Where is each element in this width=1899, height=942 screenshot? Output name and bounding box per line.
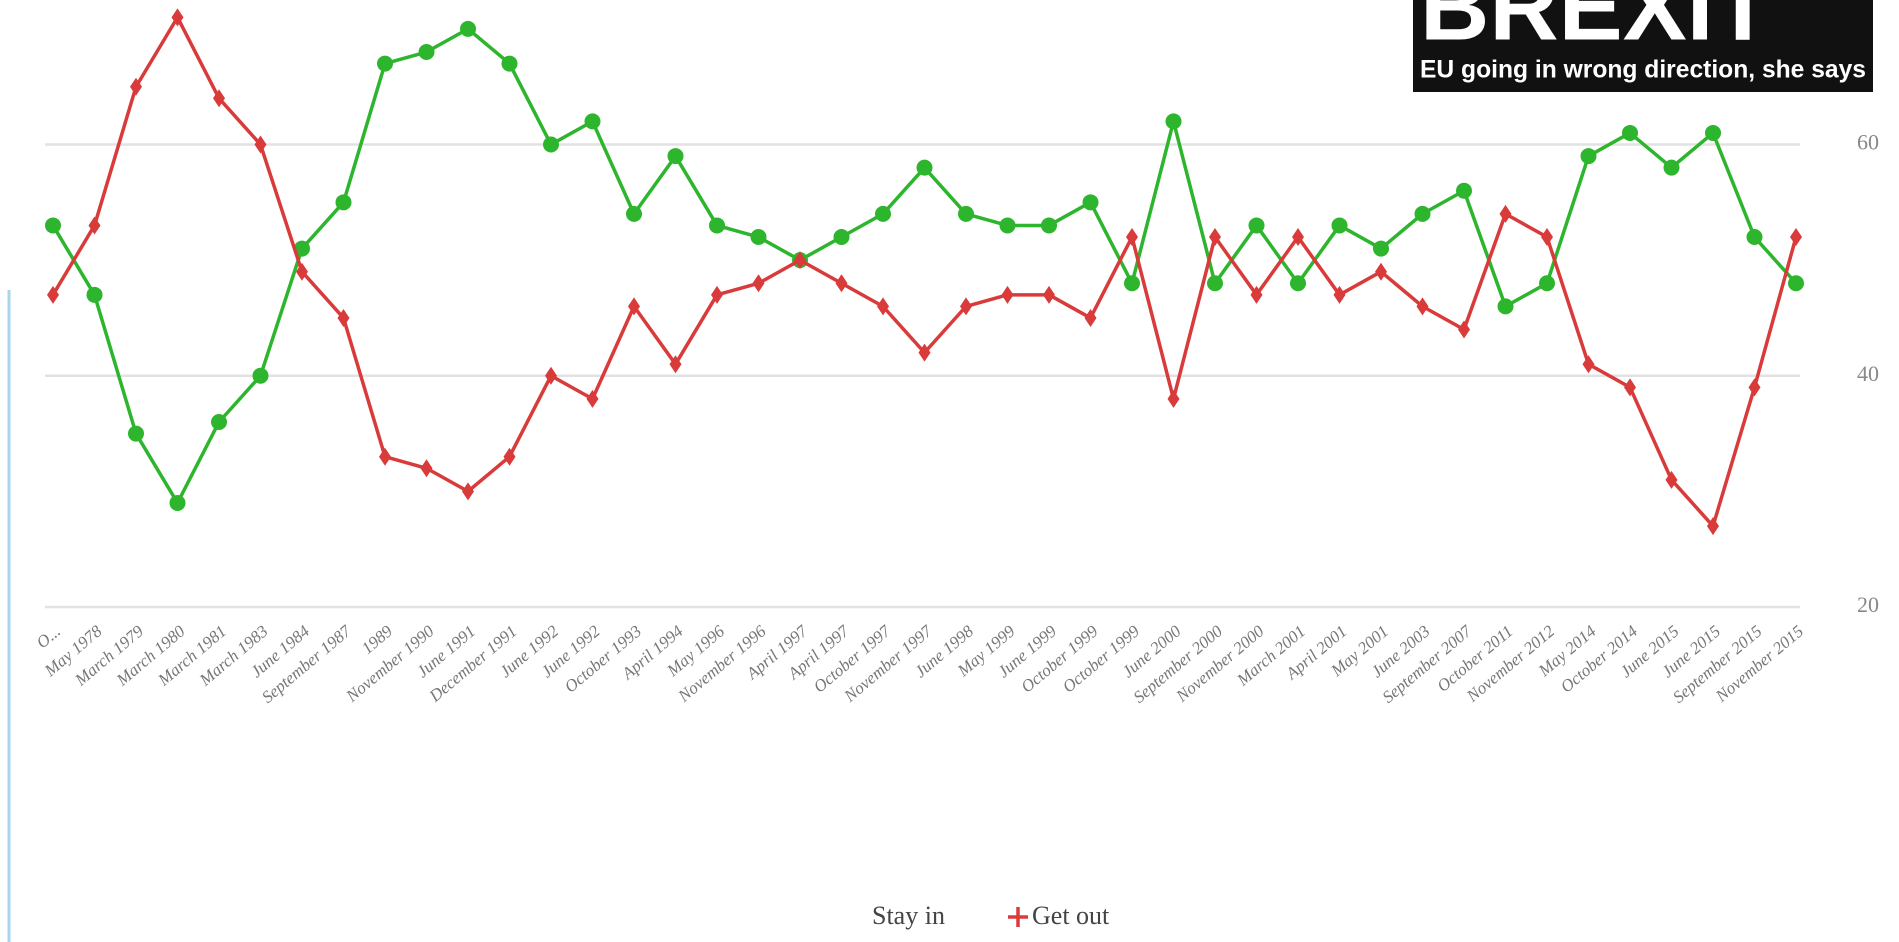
point	[1663, 159, 1680, 176]
point	[1705, 124, 1721, 141]
point	[130, 77, 142, 96]
point	[958, 205, 974, 222]
point	[128, 425, 144, 442]
point	[918, 343, 931, 362]
point	[1207, 275, 1223, 292]
point	[628, 297, 640, 316]
point	[211, 414, 227, 431]
point	[1250, 285, 1263, 304]
point	[1582, 355, 1595, 374]
point	[709, 217, 725, 234]
point	[1167, 389, 1180, 408]
point	[1748, 378, 1761, 397]
point	[752, 274, 765, 293]
point	[88, 216, 101, 235]
point	[503, 447, 516, 466]
point	[1416, 297, 1429, 316]
y-tick-label: 60	[1857, 130, 1879, 155]
series-line	[51, 27, 1798, 505]
point	[875, 205, 891, 222]
point	[1082, 194, 1099, 211]
y-tick-label: 20	[1857, 592, 1879, 617]
point	[1497, 298, 1514, 315]
point	[418, 44, 435, 61]
point	[835, 274, 848, 293]
point	[1373, 240, 1389, 257]
point	[1290, 275, 1306, 292]
point	[960, 297, 972, 316]
x-tick-label: O...	[33, 622, 64, 653]
point	[1248, 217, 1265, 234]
point	[1624, 378, 1636, 397]
point	[1458, 320, 1470, 339]
point	[1539, 275, 1555, 292]
point	[1622, 124, 1638, 141]
point	[999, 217, 1016, 234]
series-line	[51, 15, 1798, 528]
point	[1665, 470, 1678, 489]
point	[1414, 205, 1431, 222]
point	[213, 89, 225, 108]
point	[545, 366, 557, 385]
point	[335, 194, 352, 211]
newspaper-subhead: EU going in wrong direction, she says	[1420, 56, 1866, 84]
y-tick-label: 40	[1857, 361, 1879, 386]
point	[1084, 308, 1097, 327]
legend-label: Get out	[1032, 901, 1110, 930]
newspaper-image: BREXIT EU going in wrong direction, she …	[1413, 0, 1873, 92]
point	[750, 229, 767, 246]
point	[1331, 217, 1348, 234]
point	[252, 367, 269, 384]
point	[1788, 275, 1804, 292]
point	[501, 55, 518, 72]
point	[1209, 228, 1221, 247]
point	[1043, 285, 1055, 304]
point	[584, 113, 601, 130]
point	[1580, 148, 1597, 165]
point	[1499, 204, 1512, 223]
point	[1541, 228, 1553, 247]
point	[543, 136, 559, 153]
point	[379, 447, 391, 466]
point	[47, 285, 59, 304]
point	[1746, 229, 1763, 246]
point	[45, 217, 61, 234]
point	[296, 262, 308, 281]
point	[254, 135, 267, 154]
point	[916, 159, 933, 176]
point	[420, 459, 433, 478]
point	[337, 308, 350, 327]
point	[171, 8, 184, 27]
point	[1707, 517, 1719, 536]
point	[86, 286, 103, 303]
point	[169, 494, 186, 511]
legend-label: Stay in	[872, 901, 945, 930]
point	[626, 205, 642, 222]
point	[1001, 285, 1014, 304]
point	[1126, 228, 1138, 247]
point	[1790, 228, 1802, 247]
point	[1041, 217, 1057, 234]
legend-marker	[1008, 907, 1028, 927]
point	[1292, 228, 1304, 247]
point	[586, 389, 599, 408]
point	[1456, 182, 1472, 199]
point	[1165, 113, 1182, 130]
point	[877, 297, 889, 316]
point	[794, 251, 806, 270]
point	[462, 482, 474, 501]
point	[1124, 275, 1140, 292]
point	[833, 229, 850, 246]
point	[294, 240, 310, 257]
point	[460, 20, 476, 37]
point	[377, 55, 393, 72]
point	[711, 285, 723, 304]
point	[1375, 262, 1387, 281]
point	[667, 148, 684, 165]
point	[1333, 285, 1346, 304]
point	[669, 355, 682, 374]
